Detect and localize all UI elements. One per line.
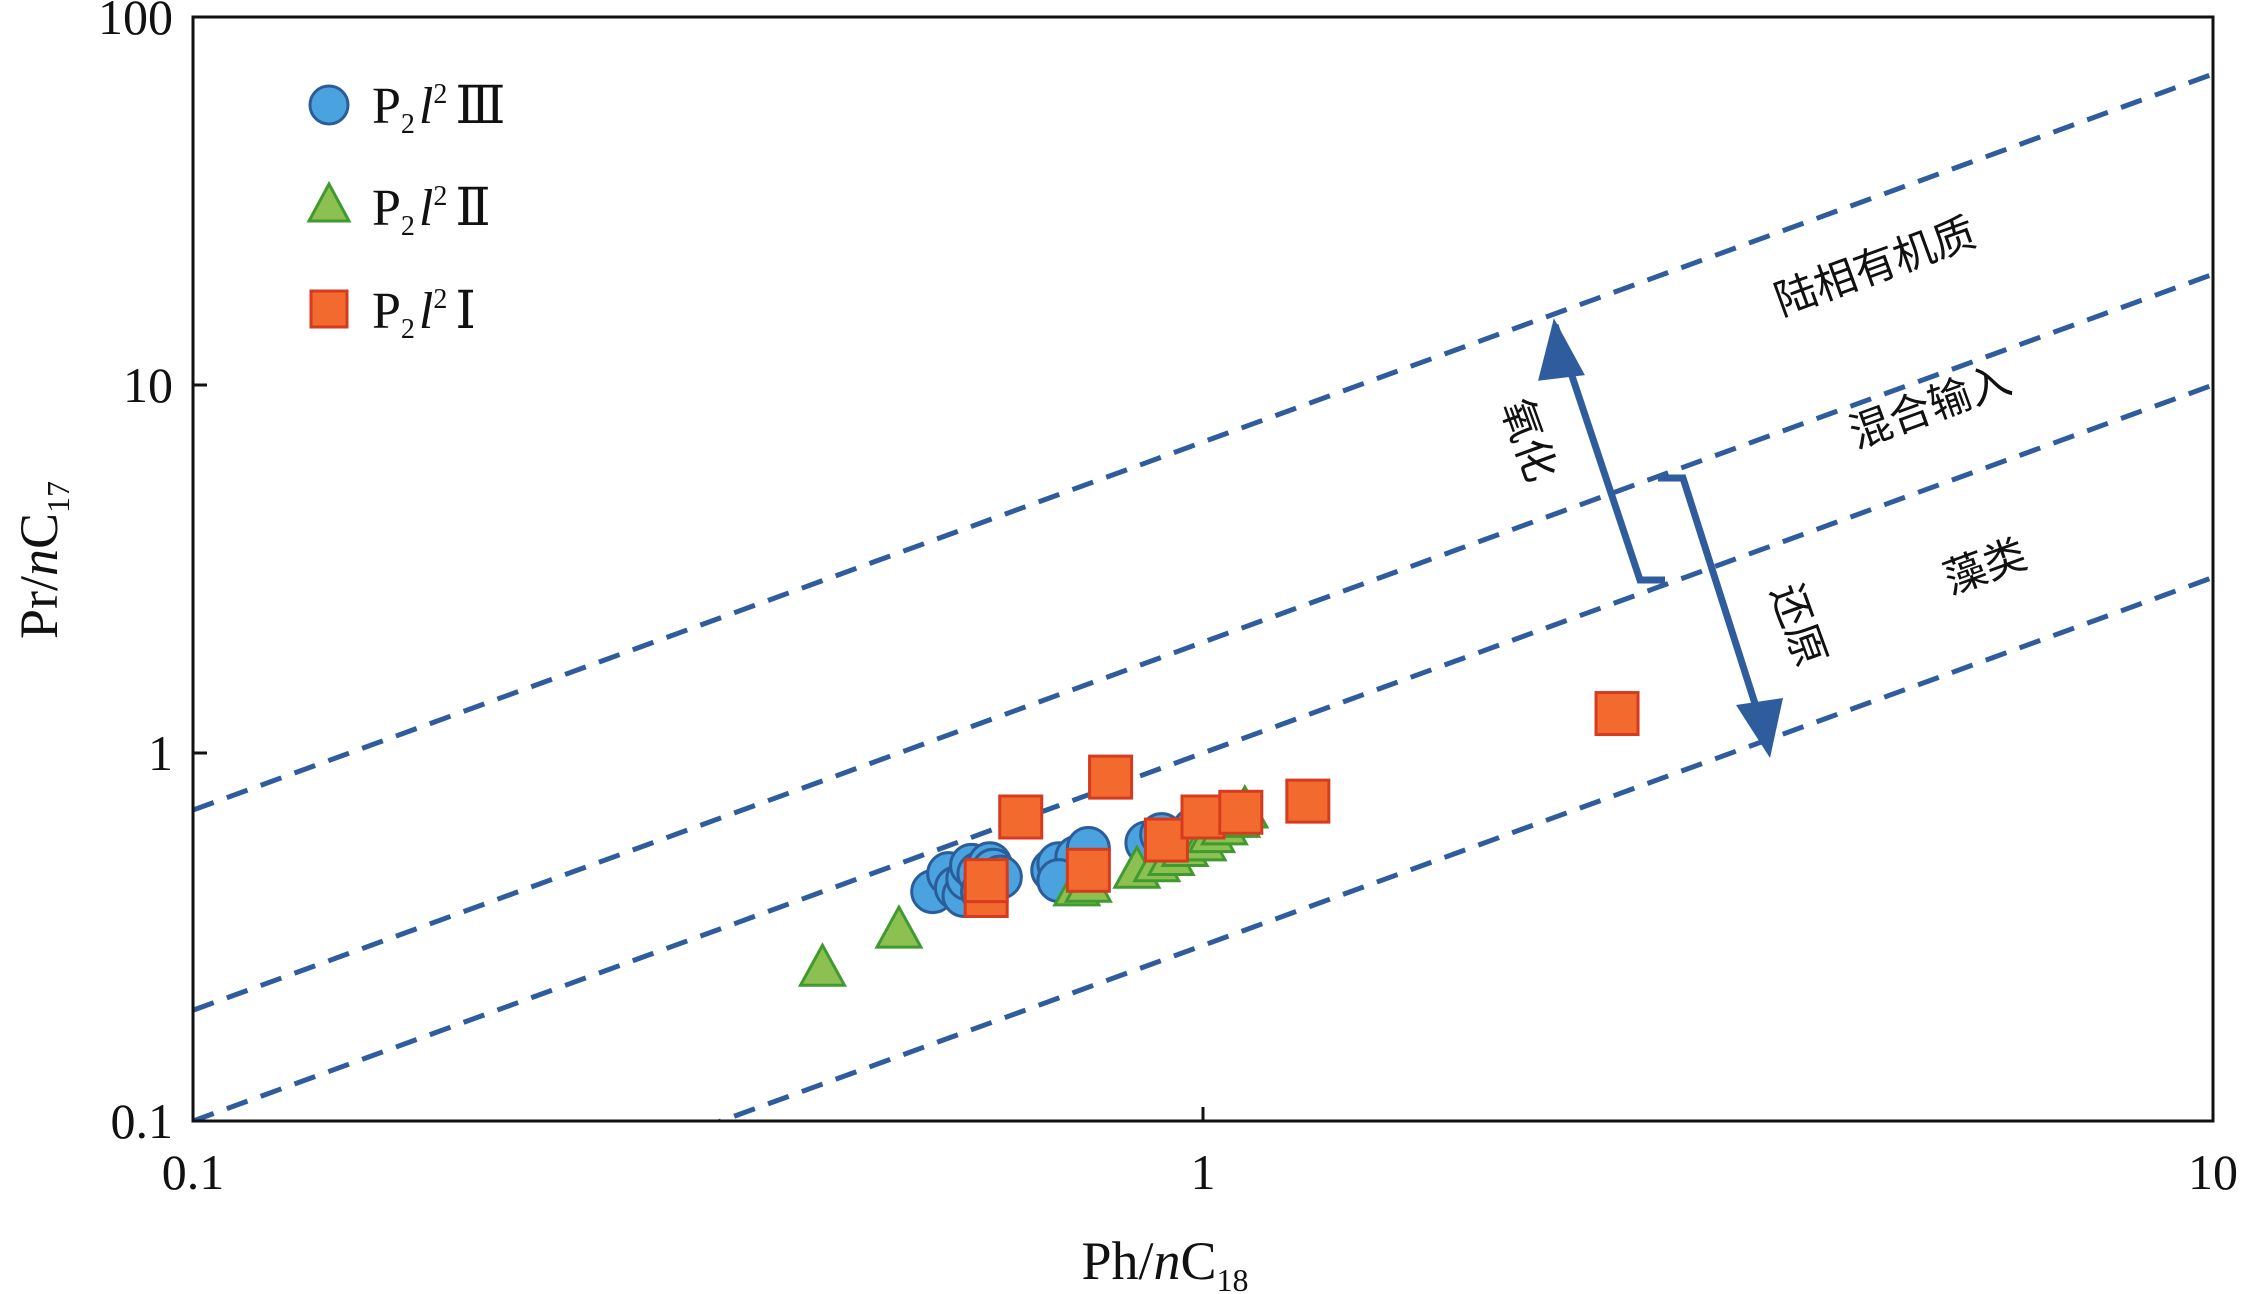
series-3-point-5 (1088, 754, 1134, 800)
legend-marker-series-3 (309, 289, 349, 329)
series-2-point-1 (797, 942, 848, 987)
series-3-point-4 (1065, 847, 1111, 893)
redox-arrows (1538, 318, 1783, 758)
reference-line-1 (193, 71, 2213, 813)
x-tick-label-2: 1 (1191, 1144, 1216, 1200)
x-tick-label-1: 0.1 (162, 1144, 225, 1200)
legend-label-series-2: P2l2 Ⅱ (372, 180, 491, 242)
series-3-point-2 (963, 858, 1009, 904)
oxidation-arrowhead (1538, 318, 1585, 381)
reduction-arrow (1658, 474, 1769, 737)
reference-line-3 (193, 382, 2213, 1121)
x-axis-label: Ph/nC18 (1081, 1231, 1248, 1294)
oxidation-arrow (1551, 323, 1665, 584)
y-tick-label-1: 0.1 (111, 1093, 174, 1149)
reduction-arrowhead (1736, 698, 1783, 758)
legend: P2l2 Ⅲ P2l2 Ⅱ P2l2 Ⅰ (306, 78, 506, 345)
y-axis-label: Pr/nC17 (9, 481, 76, 639)
series-3-point-8 (1218, 789, 1264, 835)
plot-frame (191, 15, 2215, 1123)
annotation-oxidation: 氧化 (1491, 392, 1566, 488)
data-points (797, 691, 1640, 987)
x-tick-label-3: 10 (2188, 1144, 2238, 1200)
series-3-point-3 (998, 794, 1044, 840)
annotation-mixed: 混合输入 (1843, 355, 2018, 459)
series-3-point-9 (1285, 778, 1331, 824)
series-2-point-2 (874, 904, 924, 949)
y-tick-label-2: 1 (148, 725, 173, 781)
annotation-algae: 藻类 (1937, 529, 2033, 604)
reference-line-2 (193, 271, 2213, 1013)
legend-label-series-1: P2l2 Ⅲ (372, 78, 506, 140)
y-tick-label-4: 100 (98, 0, 173, 45)
annotation-reduction: 还原 (1761, 577, 1836, 673)
legend-label-series-3: P2l2 Ⅰ (372, 283, 476, 345)
axis-ticks: 0.1 1 10 0.1 1 10 100 (98, 0, 2238, 1200)
series-3-point-7 (1180, 794, 1226, 840)
legend-marker-series-2 (306, 180, 352, 223)
y-tick-label-3: 10 (123, 357, 173, 413)
legend-marker-series-1 (308, 84, 350, 126)
series-3-point-10 (1594, 691, 1640, 737)
series-3-point-6 (1143, 817, 1189, 863)
